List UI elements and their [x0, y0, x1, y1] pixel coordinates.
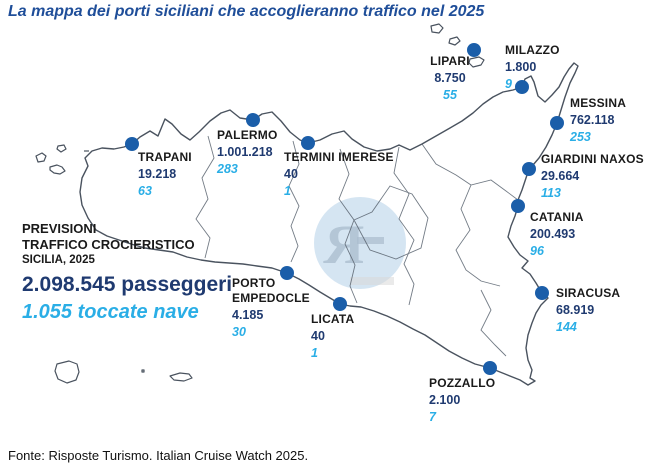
- port-calls: 96: [530, 244, 544, 258]
- port-dot-giardini-naxos: [522, 162, 536, 176]
- port-name: TERMINI IMERESE: [284, 150, 394, 164]
- port-dot-siracusa: [535, 286, 549, 300]
- watermark-letter: R: [323, 214, 364, 276]
- source-note: Fonte: Risposte Turismo. Italian Cruise …: [8, 448, 309, 463]
- port-calls: 113: [541, 186, 561, 200]
- port-dot-catania: [511, 199, 525, 213]
- port-calls: 283: [217, 162, 238, 176]
- port-calls: 30: [232, 325, 246, 339]
- port-dot-termini-imerese: [301, 136, 315, 150]
- summary-line-1: PREVISIONI: [22, 221, 97, 236]
- port-label-messina: MESSINA 762.118 253: [570, 96, 626, 145]
- port-name: PALERMO: [217, 128, 278, 142]
- island-linosa: [141, 369, 145, 373]
- port-passengers: 68.919: [556, 303, 595, 317]
- port-name: MESSINA: [570, 96, 627, 110]
- port-name: SIRACUSA: [556, 286, 621, 300]
- port-passengers: 19.218: [138, 167, 177, 181]
- port-dot-licata: [333, 297, 347, 311]
- port-passengers: 762.118: [570, 113, 615, 127]
- port-label-palermo: PALERMO 1.001.218 283: [217, 128, 278, 177]
- port-name: CATANIA: [530, 210, 584, 224]
- port-dot-porto-empedocle: [280, 266, 294, 280]
- port-name: TRAPANI: [138, 150, 192, 164]
- island-marettimo: [35, 152, 47, 163]
- port-dot-trapani: [125, 137, 139, 151]
- port-calls: 1: [311, 346, 318, 360]
- port-passengers: 29.664: [541, 169, 580, 183]
- island-aeolian-1: [430, 23, 444, 34]
- port-passengers: 8.750: [434, 71, 466, 85]
- port-label-termini-imerese: TERMINI IMERESE 40 1: [284, 150, 394, 199]
- port-dot-palermo: [246, 113, 260, 127]
- port-name: GIARDINI NAXOS: [541, 152, 644, 166]
- province-boundaries: [195, 135, 519, 357]
- port-name: LIPARI: [430, 54, 470, 68]
- island-aeolian-3: [468, 56, 485, 68]
- port-label-lipari: LIPARI 8.750 55: [418, 54, 482, 103]
- port-label-licata: LICATA 40 1: [311, 312, 354, 361]
- port-passengers: 4.185: [232, 308, 264, 322]
- port-calls: 55: [443, 88, 457, 102]
- total-passengers: 2.098.545 passeggeri: [22, 273, 233, 296]
- port-label-giardini-naxos: GIARDINI NAXOS 29.664 113: [541, 152, 644, 201]
- island-levanzo: [56, 144, 67, 153]
- port-label-siracusa: SIRACUSA 68.919 144: [556, 286, 620, 335]
- port-dot-messina: [550, 116, 564, 130]
- summary-line-2: TRAFFICO CROCIERISTICO: [22, 237, 195, 252]
- port-calls: 253: [570, 130, 591, 144]
- port-dot-milazzo: [515, 80, 529, 94]
- port-calls: 9: [505, 77, 512, 91]
- sicily-coastline: [79, 62, 579, 386]
- port-name: LICATA: [311, 312, 355, 326]
- port-passengers: 200.493: [530, 227, 576, 241]
- port-dot-pozzallo: [483, 361, 497, 375]
- island-pantelleria: [54, 360, 80, 384]
- minor-islands: [35, 23, 485, 384]
- port-label-porto-empedocle: PORTO EMPEDOCLE 4.185 30: [232, 276, 314, 340]
- port-passengers: 1.001.218: [217, 145, 273, 159]
- port-passengers: 40: [311, 329, 325, 343]
- port-name: POZZALLO: [429, 376, 496, 390]
- port-label-pozzallo: POZZALLO 2.100 7: [429, 376, 495, 425]
- port-dots: [125, 43, 564, 375]
- port-calls: 7: [429, 410, 436, 424]
- port-label-milazzo: MILAZZO 1.800 9: [505, 43, 560, 92]
- port-dot-lipari: [467, 43, 481, 57]
- port-name: MILAZZO: [505, 43, 560, 57]
- port-passengers: 1.800: [505, 60, 537, 74]
- port-calls: 1: [284, 184, 291, 198]
- summary-line-3: SICILIA, 2025: [22, 254, 95, 266]
- port-label-trapani: TRAPANI 19.218 63: [138, 150, 192, 199]
- watermark-logo: R: [314, 197, 406, 289]
- traffic-forecast-summary: PREVISIONI TRAFFICO CROCIERISTICO SICILI…: [22, 221, 237, 325]
- port-calls: 144: [556, 320, 577, 334]
- port-passengers: 40: [284, 167, 298, 181]
- island-lampedusa: [169, 372, 193, 382]
- island-favignana: [49, 164, 66, 175]
- port-name: PORTO EMPEDOCLE: [232, 276, 310, 305]
- page-title: La mappa dei porti siciliani che accogli…: [8, 3, 485, 20]
- island-aeolian-2: [448, 36, 461, 46]
- port-label-catania: CATANIA 200.493 96: [530, 210, 584, 259]
- port-passengers: 2.100: [429, 393, 461, 407]
- total-ship-calls: 1.055 toccate nave: [22, 301, 199, 323]
- port-calls: 63: [138, 184, 152, 198]
